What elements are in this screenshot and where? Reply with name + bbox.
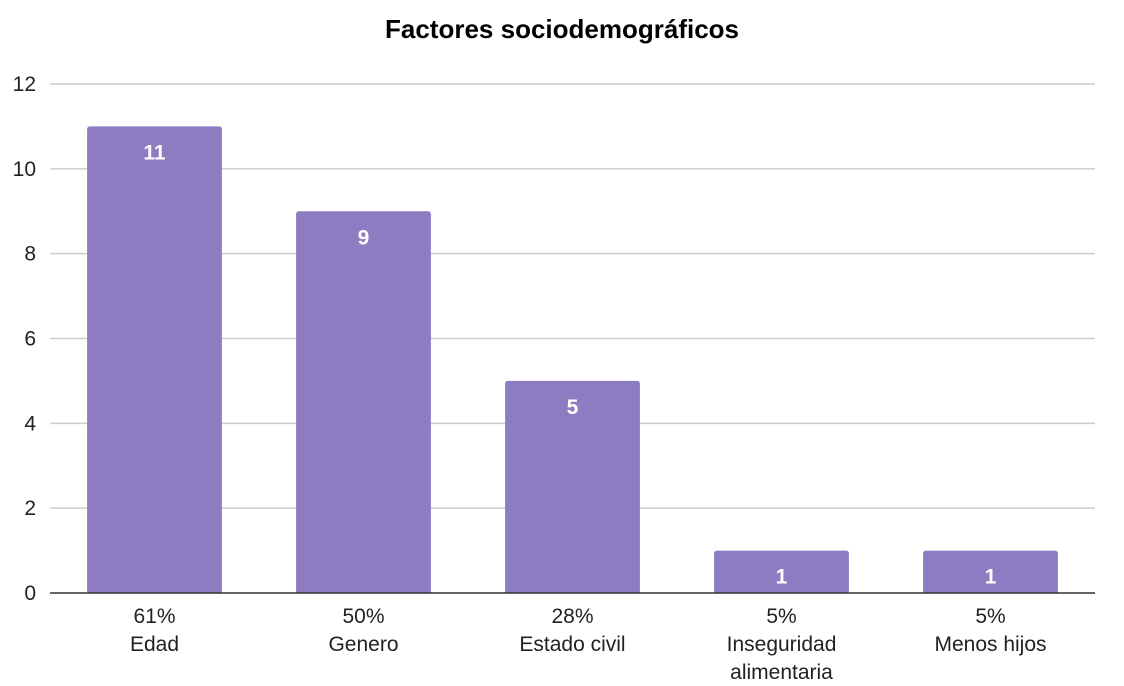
x-category-label: 5% Menos hijos [934, 605, 1046, 656]
x-category-label: 50% Genero [328, 605, 398, 656]
data-label: 1 [985, 566, 997, 589]
data-label: 1 [776, 566, 788, 589]
x-category-label-line: Genero [328, 633, 398, 656]
data-label: 5 [567, 396, 579, 419]
x-category-label-line: Inseguridad [727, 633, 837, 656]
y-tick-label: 8 [24, 243, 36, 266]
y-tick-label: 12 [13, 73, 36, 96]
bar [923, 550, 1058, 593]
bars [87, 126, 1058, 594]
x-category-label-line: Edad [130, 633, 179, 656]
x-category-label: 28% Estado civil [519, 605, 625, 656]
y-tick-label: 10 [13, 158, 36, 181]
bar [714, 550, 849, 593]
x-category-label-line: 50% [342, 605, 384, 628]
y-tick-label: 4 [24, 412, 36, 435]
bar [87, 126, 222, 594]
x-category-label-line: 28% [551, 605, 593, 628]
x-category-label-line: Estado civil [519, 633, 625, 656]
y-tick-label: 6 [24, 328, 36, 351]
y-tick-label: 0 [24, 582, 36, 605]
x-category-label: 61% Edad [130, 605, 179, 656]
data-label: 9 [358, 226, 370, 249]
x-category-label: 5% Inseguridad alimentaria [727, 605, 837, 684]
data-label: 11 [143, 141, 166, 164]
x-category-label-line: 61% [133, 605, 175, 628]
bar [505, 380, 640, 593]
chart-title: Factores sociodemográficos [385, 14, 739, 44]
x-category-label-line: 5% [766, 605, 796, 628]
x-category-label-line: Menos hijos [934, 633, 1046, 656]
y-tick-label: 2 [24, 497, 36, 520]
x-category-label-line: alimentaria [730, 661, 833, 684]
x-category-label-line: 5% [975, 605, 1005, 628]
bar [296, 211, 431, 593]
